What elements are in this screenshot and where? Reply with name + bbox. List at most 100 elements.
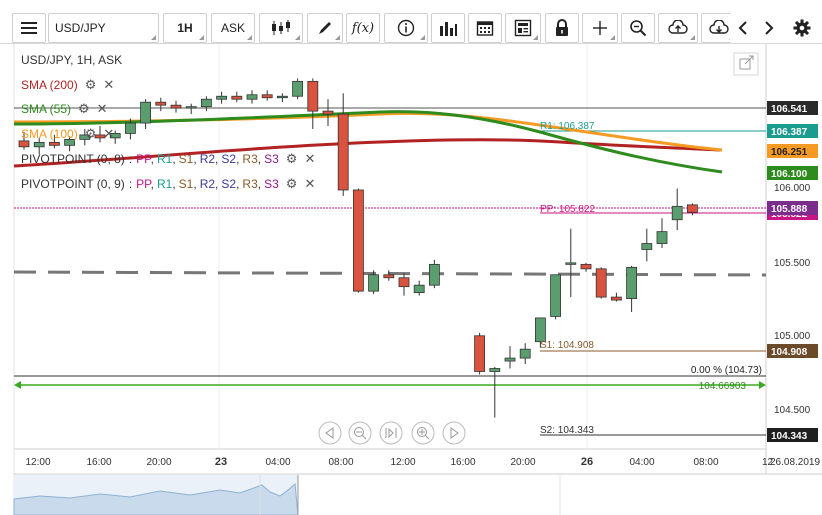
nav-zoom-in-button[interactable] [411,421,435,445]
candle-bear[interactable] [18,140,30,148]
reset-icon [385,427,397,439]
maximize-button[interactable] [733,52,759,76]
candle-bull[interactable] [276,95,288,99]
news-button[interactable] [505,13,541,43]
candle-bull[interactable] [626,266,637,299]
legend-sma200[interactable]: SMA (200) ⚙ ✕ [21,77,114,93]
candle-bear[interactable] [352,189,364,292]
settings-button[interactable] [787,13,817,43]
pivot-comma: , [150,177,154,191]
candle-bear[interactable] [170,104,182,109]
candle-bull[interactable] [216,95,228,100]
candle-bear[interactable] [155,101,167,106]
candle-bear[interactable] [474,335,486,372]
volume-button[interactable] [431,13,465,43]
nav-zoom-out-button[interactable] [348,421,372,445]
candle-bull[interactable] [565,262,577,265]
nav-forward-button[interactable] [442,421,466,445]
candle-bull[interactable] [200,98,212,108]
s2-label: S2: 104.343 [540,425,594,436]
pivot-parts: PP, R1, S1, R2, S2, R3, S3 [136,177,279,191]
candle-bear[interactable] [49,141,60,146]
navigator[interactable] [13,475,561,515]
gear-icon[interactable]: ⚙ [84,77,97,92]
gear-icon[interactable]: ⚙ [285,176,298,191]
candle-bull[interactable] [519,348,531,359]
candle-bear[interactable] [611,296,622,301]
candle-bull[interactable] [413,284,425,294]
info-button[interactable] [384,13,428,43]
candle-bear[interactable] [595,268,607,298]
legend-sma55[interactable]: SMA (55) ⚙ ✕ [21,101,108,117]
candle-bear[interactable] [580,263,592,270]
symbol-value: USD/JPY [55,21,106,35]
candle-bear[interactable] [687,204,698,213]
scroll-left-button[interactable] [730,13,756,43]
zoom-button[interactable] [621,13,655,43]
dashed-trend-line[interactable] [13,270,767,277]
close-icon[interactable]: ✕ [304,176,316,191]
nav-back-button[interactable] [318,421,342,445]
candle-bull[interactable] [671,205,683,221]
candle-bull[interactable] [535,317,546,343]
time-tick: 20:00 [146,457,171,468]
candle-bear[interactable] [231,95,243,100]
chart-type-button[interactable] [259,13,303,43]
close-icon[interactable]: ✕ [103,126,115,141]
candle-bear[interactable] [383,274,395,279]
legend-pivot-2[interactable]: PIVOTPOINT (0, 9) : PP, R1, S1, R2, S2, R3, S3… [21,176,315,192]
candle-bear[interactable] [322,110,334,115]
candle-bull[interactable] [550,274,561,317]
candle-bull[interactable] [140,101,152,124]
lock-button[interactable] [545,13,579,43]
calendar-button[interactable] [468,13,502,43]
candle-bull[interactable] [292,80,304,97]
close-icon[interactable]: ✕ [103,77,115,92]
chart-area[interactable]: R1: 106.387 PP: 105.822 S1: 104.908 0.00… [0,44,822,515]
time-tick: 12:00 [390,457,415,468]
gear-icon[interactable]: ⚙ [78,101,90,116]
candle-bear[interactable] [398,277,410,288]
candle-bull[interactable] [125,122,136,134]
menu-button[interactable] [12,13,46,43]
pivot-comma: , [172,152,176,166]
gear-icon[interactable]: ⚙ [84,126,97,141]
price-type-select[interactable]: ASK [211,13,255,43]
candle-bull[interactable] [504,357,516,362]
candle-bear[interactable] [261,94,273,99]
candle-bull[interactable] [489,368,501,372]
function-button[interactable]: f(x) [346,13,380,43]
candle-bull[interactable] [79,134,91,140]
pivot-comma: , [193,152,197,166]
price-chart[interactable]: R1: 106.387 PP: 105.822 S1: 104.908 0.00… [0,44,822,515]
draw-button[interactable] [307,13,343,43]
candle-bull[interactable] [185,106,197,109]
gear-icon[interactable]: ⚙ [285,151,298,166]
pivot-part-r2: R2 [199,177,216,191]
close-icon[interactable]: ✕ [304,151,316,166]
candle-bull[interactable] [368,274,380,292]
legend-pivot-1[interactable]: PIVOTPOINT (0, 8) : PP, R1, S1, R2, S2, R3, S3… [21,151,315,167]
candle-bull[interactable] [656,231,668,244]
scroll-right-button[interactable] [756,13,782,43]
candle-bull[interactable] [641,243,653,250]
maximize-icon [739,55,754,70]
symbol-select[interactable]: USD/JPY [48,13,159,43]
candle-bear[interactable] [307,80,319,112]
timeframe-select[interactable]: 1H [163,13,207,43]
legend-sma100[interactable]: SMA (100) ⚙ ✕ [21,126,114,142]
candle-bull[interactable] [428,263,440,286]
upload-button[interactable] [658,13,698,43]
candle-bull[interactable] [109,133,121,139]
candle-bear[interactable] [94,134,106,139]
sma200-line[interactable] [13,138,721,168]
candle-bull[interactable] [33,141,45,148]
candle-bear[interactable] [337,113,349,191]
crosshair-button[interactable] [582,13,618,43]
pivot-comma: , [193,177,197,191]
close-icon[interactable]: ✕ [96,101,108,116]
pivot-part-r1: R1 [156,152,173,166]
candle-bull[interactable] [64,138,75,146]
candle-bull[interactable] [246,94,258,100]
nav-reset-button[interactable] [379,421,403,445]
